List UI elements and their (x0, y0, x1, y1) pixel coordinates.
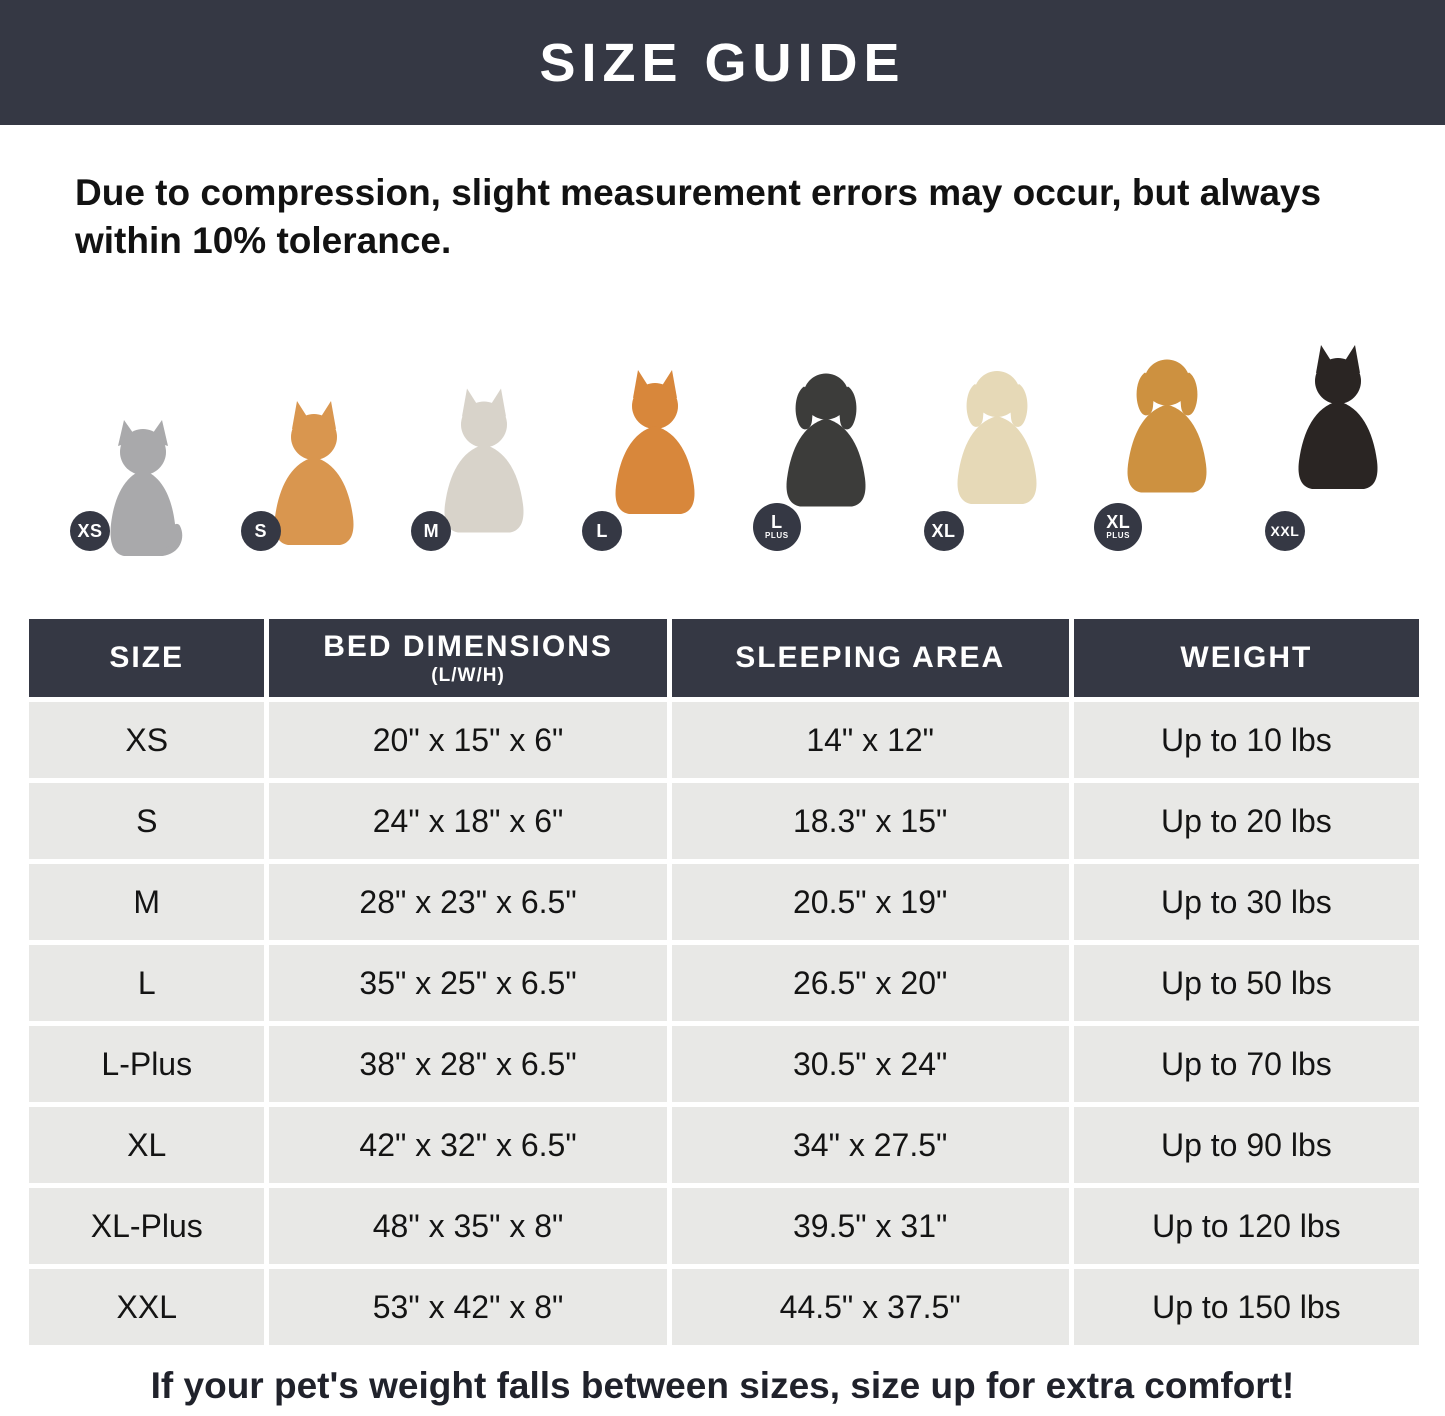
size-badge-xs: XS (70, 511, 110, 552)
table-cell: Up to 150 lbs (1073, 1269, 1419, 1346)
column-header-label: SLEEPING AREA (735, 641, 1006, 675)
table-cell: 38" x 28" x 6.5" (269, 1026, 667, 1103)
size-badge-m: M (411, 511, 452, 552)
table-cell: 53" x 42" x 8" (269, 1269, 667, 1346)
column-header-label: WEIGHT (1180, 641, 1313, 675)
table-cell: XS (29, 702, 265, 779)
table-cell: 26.5" x 20" (671, 945, 1069, 1022)
table-cell: L (29, 945, 265, 1022)
pet-s-pomeranian: S (240, 385, 369, 563)
size-badge-l-plus: L PLUS (752, 503, 801, 552)
tolerance-disclaimer: Due to compression, slight measurement e… (75, 172, 1322, 262)
table-cell: S (29, 783, 265, 860)
table-cell: 42" x 32" x 6.5" (269, 1107, 667, 1184)
sizing-advice: If your pet's weight falls between sizes… (150, 1365, 1295, 1407)
column-header-bed-dimensions: BED DIMENSIONS (L/W/H) (269, 619, 667, 698)
table-cell: 35" x 25" x 6.5" (269, 945, 667, 1022)
column-header-sleeping-area: SLEEPING AREA (671, 619, 1069, 698)
table-cell: Up to 90 lbs (1073, 1107, 1419, 1184)
size-badge-label: XL (931, 521, 956, 542)
table-cell: XL (29, 1107, 265, 1184)
pet-size-strip: XS S M L L PLUS XL (0, 271, 1445, 563)
table-cell: M (29, 864, 265, 941)
size-badge-s: S (240, 511, 281, 552)
column-header-label: BED DIMENSIONS (323, 629, 613, 663)
size-badge-label: L (771, 512, 783, 533)
column-header-label: SIZE (109, 641, 185, 675)
table-cell: 34" x 27.5" (671, 1107, 1069, 1184)
pet-l-plus-border-collie: L PLUS (752, 308, 881, 563)
size-badge-label: M (423, 521, 440, 542)
table-cell: 14" x 12" (671, 702, 1069, 779)
size-badge-label: S (254, 521, 267, 542)
size-badge-xxl: XXL (1264, 511, 1305, 552)
size-badge-xl: XL (923, 511, 964, 552)
table-cell: 48" x 35" x 8" (269, 1188, 667, 1265)
table-cell: 39.5" x 31" (671, 1188, 1069, 1265)
table-cell: 18.3" x 15" (671, 783, 1069, 860)
column-header-weight: WEIGHT (1073, 619, 1419, 698)
table-cell: 44.5" x 37.5" (671, 1269, 1069, 1346)
table-cell: XL-Plus (29, 1188, 265, 1265)
size-badge-label: XL (1106, 512, 1131, 533)
table-cell: 24" x 18" x 6" (269, 783, 667, 860)
pet-xs-cat: XS (70, 411, 198, 563)
size-badge-label: XXL (1270, 523, 1300, 540)
page-title: SIZE GUIDE (539, 32, 906, 93)
table-cell: Up to 120 lbs (1073, 1188, 1419, 1265)
size-badge-sublabel: PLUS (764, 531, 789, 541)
pet-l-shiba-inu: L (582, 323, 710, 563)
table-cell: XXL (29, 1269, 265, 1346)
size-badge-label: XS (77, 521, 103, 542)
table-cell: Up to 20 lbs (1073, 783, 1419, 860)
pet-xxl-doberman: XXL (1264, 273, 1393, 563)
size-badge-label: L (596, 521, 608, 542)
table-cell: Up to 50 lbs (1073, 945, 1419, 1022)
pet-xl-labrador: XL (923, 303, 1052, 563)
table-cell: 20" x 15" x 6" (269, 702, 667, 779)
size-badge-sublabel: PLUS (1106, 531, 1131, 541)
title-bar: SIZE GUIDE (0, 0, 1445, 125)
pet-m-french-bulldog: M (411, 360, 539, 563)
size-badge-l: L (582, 511, 623, 552)
table-cell: 28" x 23" x 6.5" (269, 864, 667, 941)
column-header-sublabel: (L/W/H) (431, 664, 505, 686)
table-cell: Up to 70 lbs (1073, 1026, 1419, 1103)
column-header-size: SIZE (29, 619, 265, 698)
table-cell: Up to 30 lbs (1073, 864, 1419, 941)
size-table: SIZE BED DIMENSIONS (L/W/H) SLEEPING ARE… (29, 619, 1419, 1346)
table-cell: L-Plus (29, 1026, 265, 1103)
table-cell: 20.5" x 19" (671, 864, 1069, 941)
table-cell: Up to 10 lbs (1073, 702, 1419, 779)
size-badge-xl-plus: XL PLUS (1094, 503, 1143, 552)
table-cell: 30.5" x 24" (671, 1026, 1069, 1103)
pet-xl-plus-golden-retriever: XL PLUS (1094, 280, 1222, 563)
